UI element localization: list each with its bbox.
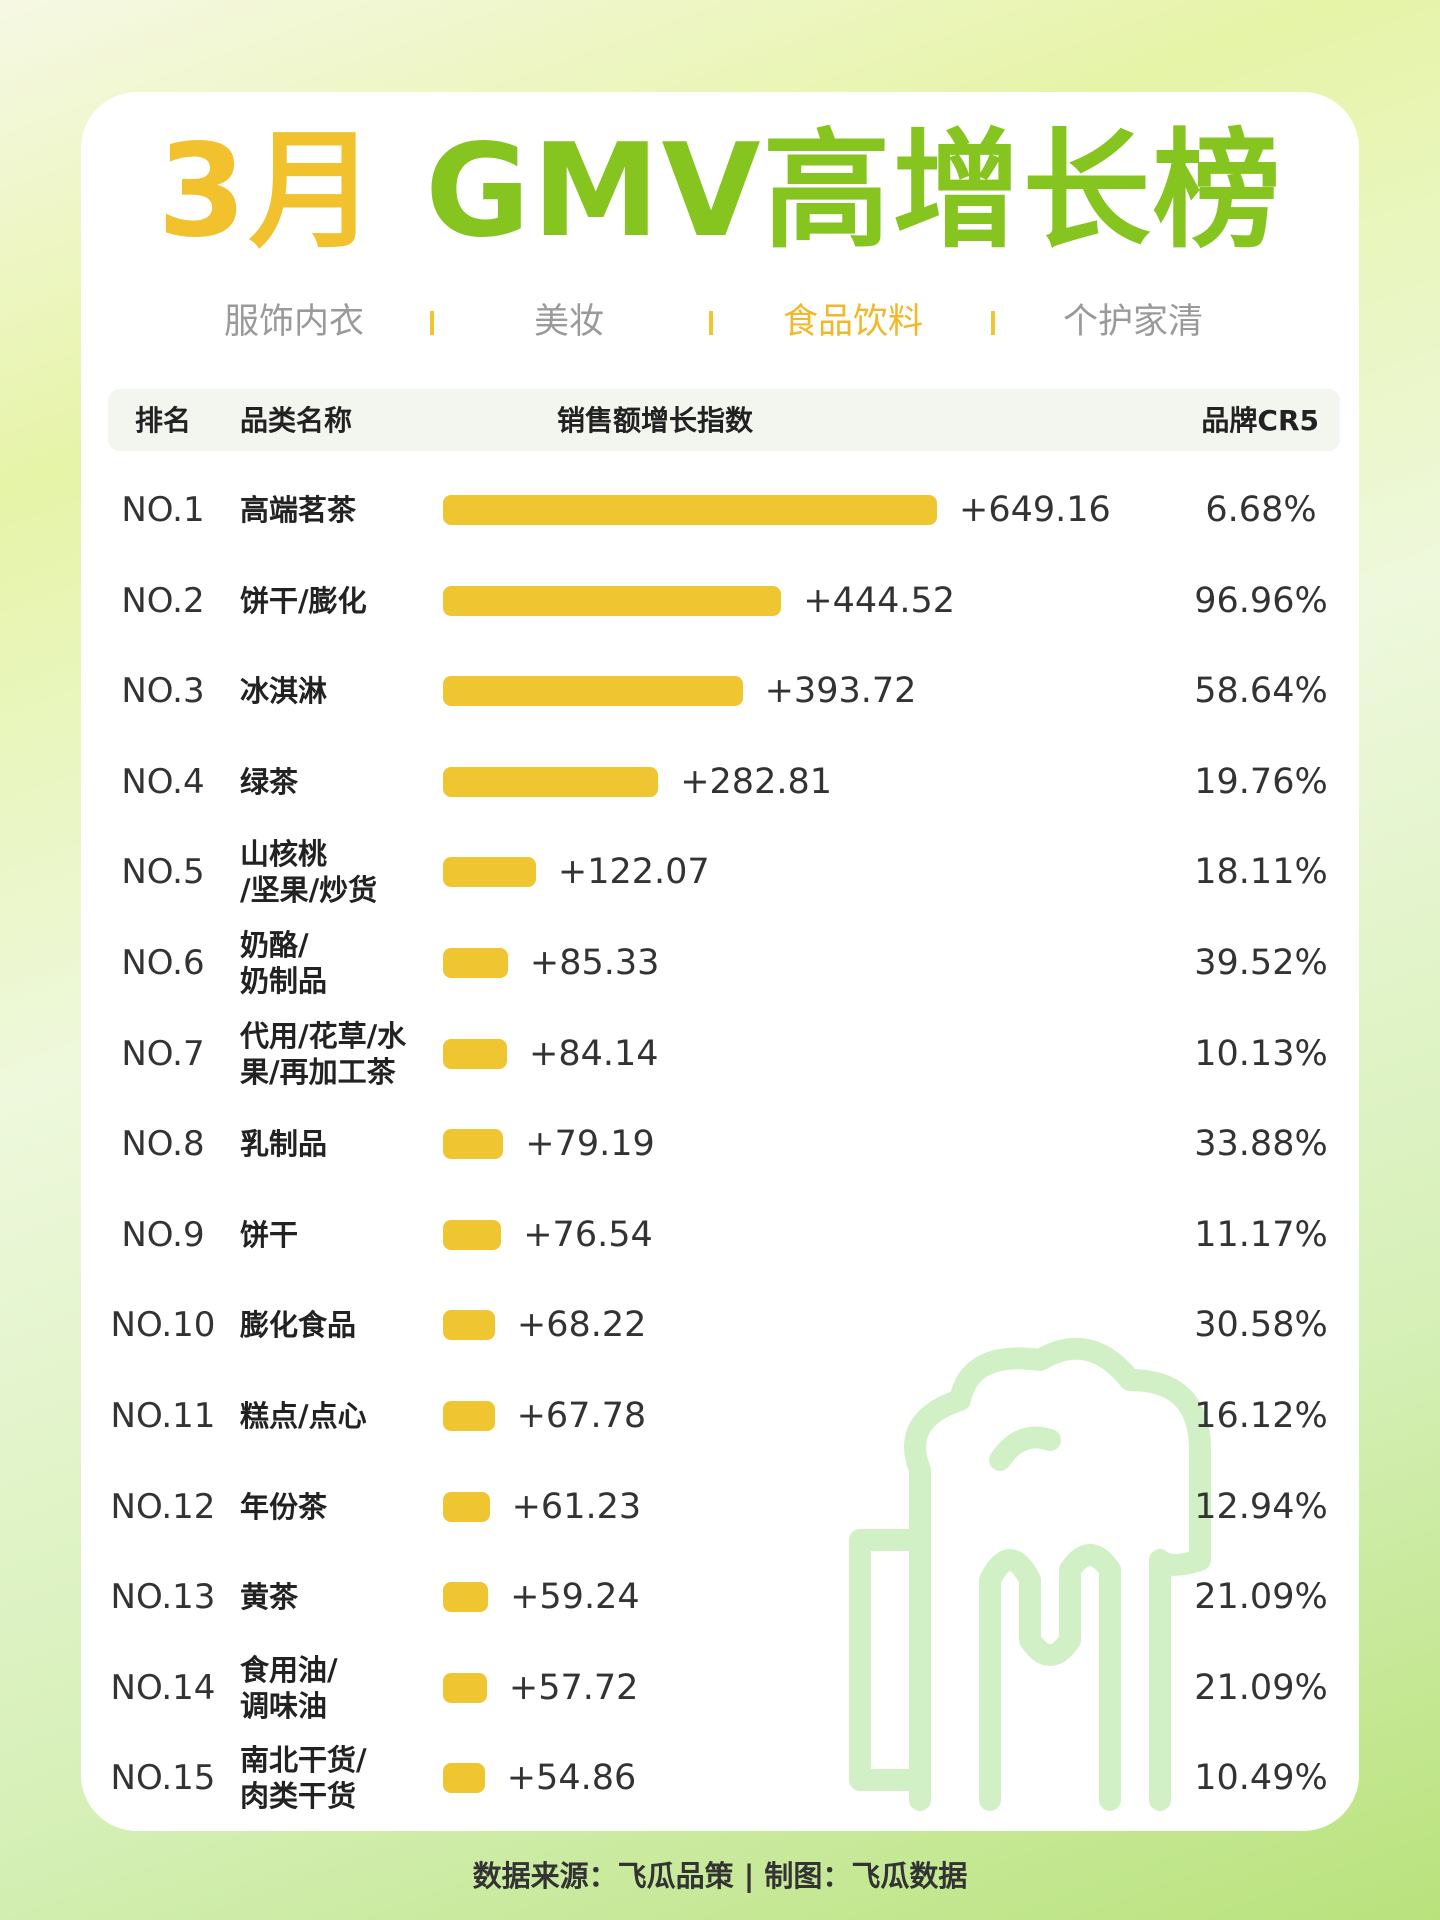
cr5-label: 6.68% [1205, 490, 1317, 530]
bar [443, 1129, 504, 1160]
bar [443, 1763, 485, 1794]
cr5-label: 39.52% [1194, 943, 1328, 983]
category-label: 山核桃 /坚果/炒货 [240, 837, 378, 908]
column-header: 品牌CR5 [1201, 404, 1319, 437]
rank-label: NO.11 [110, 1396, 216, 1436]
rank-label: NO.15 [110, 1758, 216, 1799]
rank-label: NO.7 [121, 1033, 205, 1074]
column-header: 排名 [135, 404, 192, 437]
category-tab[interactable]: 服饰内衣 [223, 302, 364, 342]
column-header: 品类名称 [240, 404, 353, 437]
category-label: 年份茶 [240, 1489, 328, 1524]
category-label: 食用油/ 调味油 [240, 1652, 338, 1723]
category-label: 乳制品 [240, 1127, 328, 1162]
rank-label: NO.6 [121, 943, 205, 983]
rank-label: NO.4 [121, 761, 205, 802]
cr5-label: 30.58% [1194, 1305, 1328, 1346]
cr5-label: 12.94% [1194, 1486, 1328, 1527]
foam-drip [979, 1544, 1121, 1811]
value-label: +76.54 [523, 1214, 653, 1255]
category-tab[interactable]: 美妆 [533, 302, 604, 342]
cr5-label: 21.09% [1194, 1577, 1328, 1618]
category-label: 高端茗茶 [240, 493, 357, 527]
category-label: 南北干货/ 肉类干货 [240, 1743, 367, 1814]
bar [443, 585, 782, 616]
foam-curve [989, 1426, 1061, 1471]
cr5-label: 96.96% [1194, 580, 1328, 621]
category-label: 黄茶 [240, 1580, 299, 1615]
rank-label: NO.12 [110, 1486, 216, 1527]
bar [443, 766, 659, 797]
value-label: +444.52 [803, 580, 956, 621]
rank-label: NO.10 [110, 1305, 216, 1346]
rank-label: NO.9 [121, 1214, 205, 1255]
value-label: +85.33 [529, 943, 660, 983]
category-label: 代用/花草/水 果/再加工茶 [240, 1018, 407, 1089]
rank-label: NO.5 [121, 852, 205, 893]
category-tab[interactable]: 个护家清 [1062, 302, 1203, 342]
value-label: +67.78 [516, 1396, 647, 1436]
bar [443, 1219, 502, 1250]
value-label: +649.16 [959, 490, 1111, 530]
value-label: +282.81 [680, 761, 832, 802]
cr5-label: 21.09% [1194, 1667, 1328, 1708]
rank-label: NO.2 [121, 580, 205, 621]
mug-handle [849, 1529, 931, 1791]
rank-label: NO.13 [110, 1577, 216, 1618]
value-label: +61.23 [511, 1486, 642, 1527]
cr5-label: 33.88% [1194, 1124, 1328, 1165]
tab-separator [991, 311, 995, 335]
category-label: 饼干/膨化 [240, 583, 367, 618]
bar [443, 1038, 508, 1069]
beer-mug [849, 1337, 1211, 1811]
category-label: 绿茶 [240, 764, 299, 799]
mug-body [904, 1337, 1211, 1811]
bar [443, 1310, 495, 1341]
category-tab[interactable]: 食品饮料 [782, 302, 923, 342]
title: 3月 GMV高增长榜 [0, 112, 1440, 272]
source-note: 数据来源：飞瓜品策 | 制图：飞瓜数据 [472, 1859, 968, 1893]
category-label: 糕点/点心 [240, 1399, 367, 1433]
bar [443, 1672, 487, 1703]
cr5-label: 58.64% [1194, 671, 1328, 712]
value-label: +54.86 [506, 1758, 637, 1799]
bar [443, 1491, 490, 1522]
bar [443, 1582, 489, 1613]
rank-label: NO.3 [121, 671, 205, 712]
value-label: +393.72 [764, 671, 917, 712]
category-label: 奶酪/ 奶制品 [240, 928, 328, 998]
cr5-label: 18.11% [1194, 852, 1328, 893]
category-label: 膨化食品 [240, 1308, 357, 1343]
title-main: GMV高增长榜 [425, 117, 1283, 266]
rank-label: NO.1 [121, 490, 205, 530]
rank-label: NO.8 [121, 1124, 205, 1165]
value-label: +122.07 [557, 852, 710, 893]
bar [443, 857, 536, 888]
tab-separator [429, 311, 434, 335]
title-month: 3月 [157, 117, 379, 266]
category-label: 冰淇淋 [240, 674, 328, 709]
cr5-label: 10.13% [1194, 1033, 1328, 1074]
card [81, 92, 1359, 1831]
rank-label: NO.14 [110, 1667, 216, 1708]
value-label: +79.19 [525, 1124, 655, 1165]
column-header: 销售额增长指数 [557, 404, 754, 437]
value-label: +84.14 [529, 1033, 659, 1074]
bar [443, 495, 937, 525]
cr5-label: 16.12% [1194, 1396, 1328, 1436]
cr5-label: 10.49% [1194, 1758, 1328, 1799]
bar [443, 676, 743, 707]
cr5-label: 19.76% [1194, 761, 1328, 802]
value-label: +57.72 [508, 1667, 639, 1708]
value-label: +59.24 [510, 1577, 640, 1618]
cr5-label: 11.17% [1194, 1214, 1328, 1255]
category-label: 饼干 [240, 1217, 299, 1252]
bar [443, 1401, 495, 1431]
tab-separator [709, 311, 713, 335]
bar [443, 948, 508, 978]
value-label: +68.22 [516, 1305, 647, 1346]
header-bar [108, 389, 1340, 451]
